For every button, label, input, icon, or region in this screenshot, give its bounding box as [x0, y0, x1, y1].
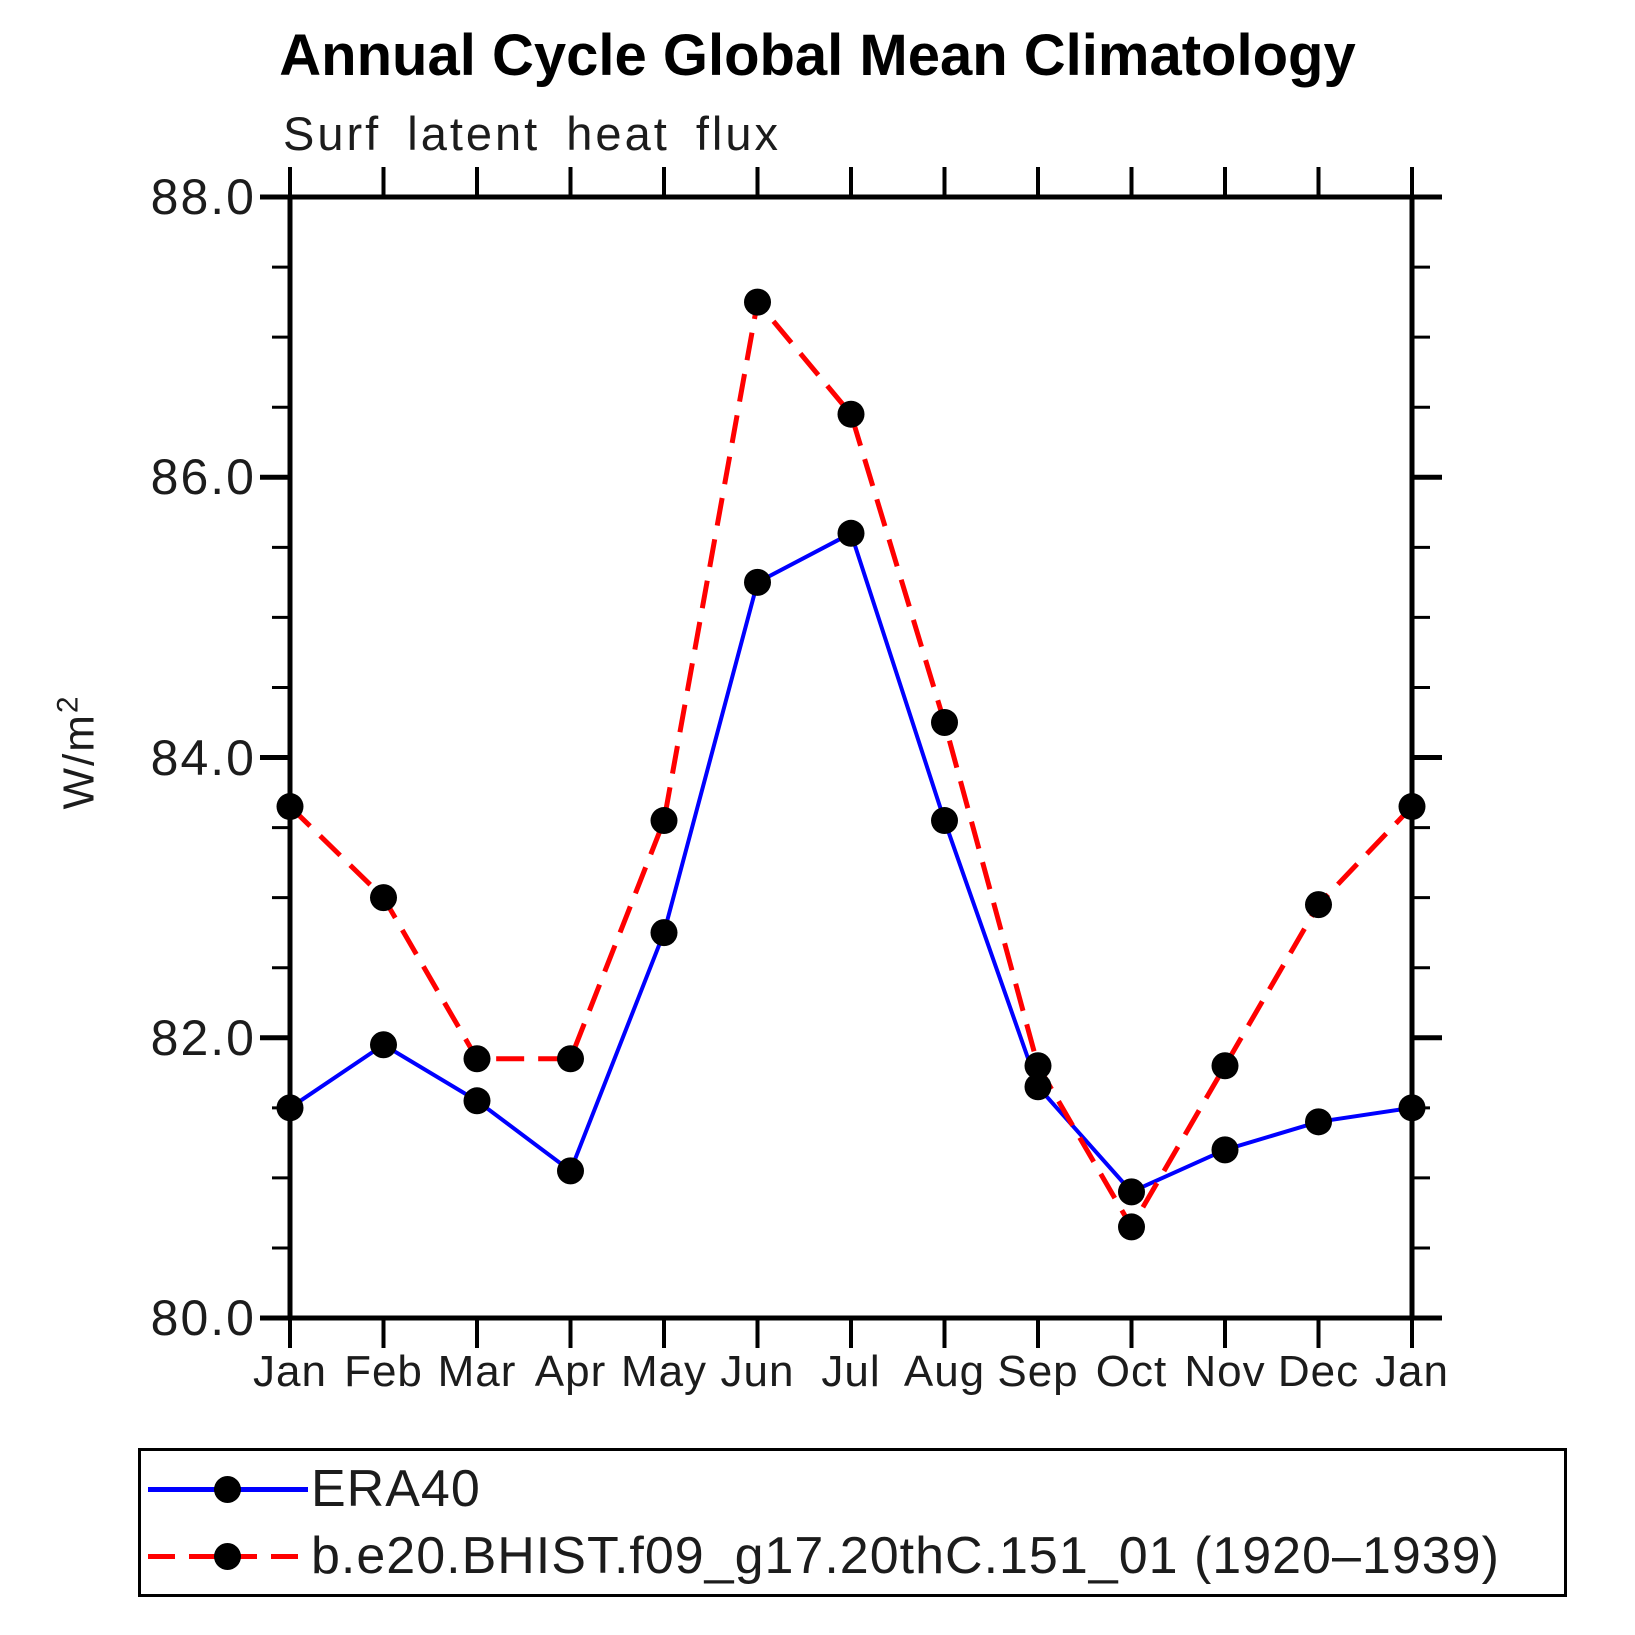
x-tick-label: Aug: [903, 1347, 986, 1396]
era40-data-point-marker: [370, 1031, 397, 1059]
era40-data-point-marker: [1211, 1136, 1239, 1164]
era40-data-point-marker: [276, 1094, 304, 1122]
model-data-point-marker: [744, 288, 771, 316]
model-data-point-marker: [1211, 1052, 1239, 1080]
era40-data-point-marker: [744, 568, 771, 596]
legend-swatch-model: [148, 1542, 308, 1570]
model-data-point-marker: [1398, 793, 1426, 821]
era40-data-point-marker: [1118, 1178, 1145, 1206]
legend-item-model: b.e20.BHIST.f09_g17.20thC.151_01 (1920–1…: [148, 1527, 1500, 1585]
model-marker-sample: [214, 1542, 241, 1570]
era40-data-point-marker: [1305, 1108, 1332, 1136]
era40-data-point-marker: [1398, 1094, 1426, 1122]
x-tick-label: Apr: [534, 1347, 607, 1396]
legend-label-model: b.e20.BHIST.f09_g17.20thC.151_01 (1920–1…: [311, 1527, 1500, 1585]
model-data-point-marker: [370, 884, 397, 912]
model-data-point-marker: [837, 400, 865, 428]
chart-subtitle: Surf latent heat flux: [283, 107, 781, 160]
x-tick-label: Jun: [720, 1347, 795, 1396]
x-tick-label: Sep: [997, 1347, 1079, 1396]
era40-data-point-marker: [650, 919, 678, 947]
legend-item-era40: ERA40: [148, 1460, 481, 1518]
era40-data-point-marker: [463, 1087, 491, 1115]
legend: ERA40 b.e20.BHIST.f09_g17.20thC.151_01 (…: [138, 1448, 1567, 1597]
model-data-point-marker: [463, 1045, 491, 1073]
axis-frame: [287, 194, 1415, 1321]
y-tick-label: 82.0: [150, 1009, 256, 1066]
x-tick-label: May: [620, 1347, 708, 1396]
x-tick-label: Feb: [344, 1347, 423, 1396]
era40-data-point-marker: [557, 1157, 584, 1185]
x-tick-label: Dec: [1277, 1347, 1360, 1396]
era40-data-point-marker: [837, 519, 865, 547]
chart-title: Annual Cycle Global Mean Climatology: [279, 23, 1356, 88]
x-tick-label: Oct: [1095, 1347, 1168, 1396]
x-tick-label: Mar: [437, 1347, 517, 1396]
legend-swatch-era40: [148, 1475, 308, 1503]
y-tick-label: 88.0: [150, 169, 256, 225]
model-data-point-marker: [1305, 891, 1332, 919]
era40-marker-sample: [214, 1475, 241, 1503]
era40-data-point-marker: [931, 807, 958, 835]
y-tick-label: 86.0: [150, 449, 256, 506]
model-data-point-marker: [276, 793, 304, 821]
x-tick-label: Jul: [821, 1347, 881, 1396]
x-tick-label: Nov: [1184, 1347, 1266, 1396]
y-tick-label: 84.0: [150, 729, 256, 786]
model-data-point-marker: [931, 708, 958, 736]
era40-series-line: [288, 530, 1413, 1195]
x-tick-label: Jan: [1375, 1347, 1449, 1396]
era40-data-point-marker: [1024, 1073, 1052, 1101]
model-data-point-marker: [650, 807, 678, 835]
model-data-point-marker: [557, 1045, 584, 1073]
model-data-point-marker: [1024, 1052, 1052, 1080]
x-tick-label: Jan: [253, 1347, 327, 1396]
legend-label-era40: ERA40: [311, 1460, 481, 1518]
y-tick-label: 80.0: [150, 1290, 256, 1346]
model-data-point-marker: [1118, 1213, 1145, 1241]
